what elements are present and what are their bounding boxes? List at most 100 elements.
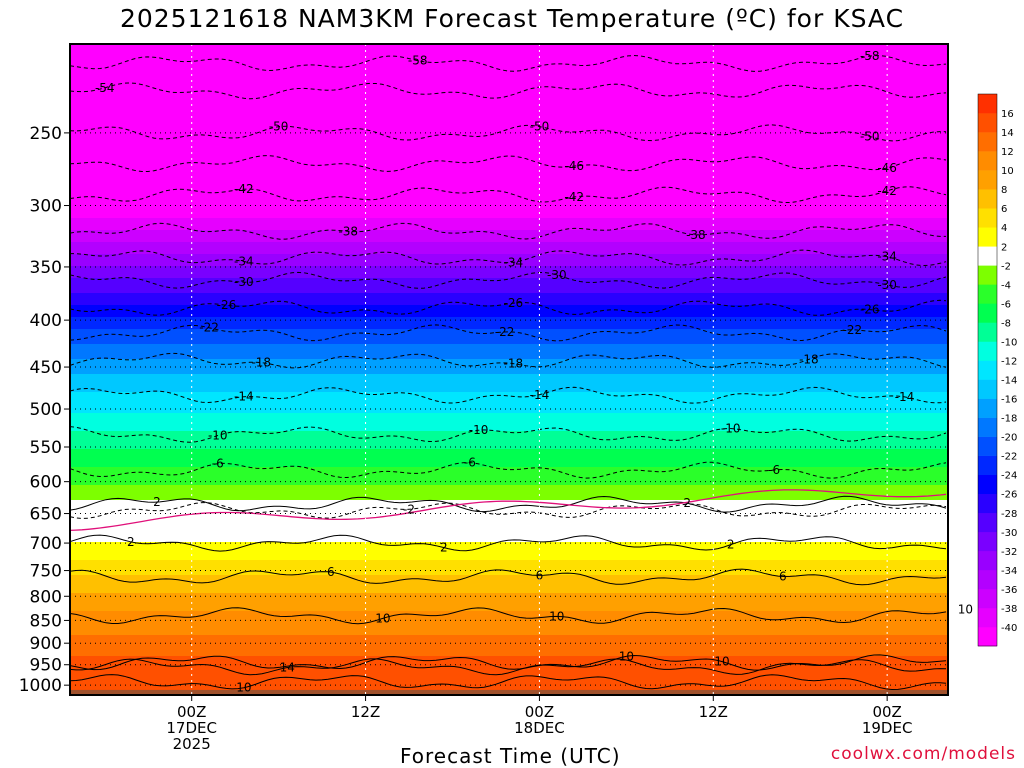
colorbar-swatch bbox=[978, 493, 997, 514]
y-tick-label: 350 bbox=[30, 258, 62, 278]
temperature-band bbox=[70, 233, 948, 237]
colorbar-label: -38 bbox=[1001, 604, 1017, 615]
colorbar-swatch bbox=[978, 398, 997, 418]
temperature-band bbox=[70, 635, 948, 639]
temperature-band bbox=[70, 182, 948, 186]
temperature-band bbox=[70, 572, 948, 576]
temperature-band bbox=[70, 335, 948, 339]
temperature-band bbox=[70, 113, 948, 117]
x-tick-label: 00Z bbox=[177, 703, 206, 721]
isotherm-line bbox=[70, 186, 947, 203]
temperature-band bbox=[70, 383, 948, 387]
contour-label: -10 bbox=[469, 423, 489, 437]
colorbar-label: -22 bbox=[1001, 452, 1017, 463]
isotherm-line bbox=[70, 534, 947, 552]
temperature-fill bbox=[70, 44, 948, 695]
temperature-band bbox=[70, 614, 948, 618]
x-tick-label: 17DEC bbox=[166, 719, 217, 737]
temperature-band bbox=[70, 620, 948, 624]
colorbar-swatch bbox=[978, 341, 997, 361]
contour-label: -26 bbox=[504, 296, 524, 310]
isotherm-line bbox=[70, 82, 947, 100]
contour-label: -34 bbox=[877, 250, 897, 264]
temperature-band bbox=[70, 209, 948, 213]
temperature-band bbox=[70, 353, 948, 357]
colorbar-label: -2 bbox=[1001, 261, 1011, 272]
y-tick-label: 650 bbox=[30, 505, 62, 525]
temperature-band bbox=[70, 605, 948, 609]
temperature-band bbox=[70, 89, 948, 93]
temperature-band bbox=[70, 185, 948, 189]
temperature-band bbox=[70, 587, 948, 591]
temperature-band bbox=[70, 287, 948, 291]
colorbar-swatch bbox=[978, 303, 997, 323]
colorbar-swatch bbox=[978, 246, 997, 266]
freezing-line bbox=[70, 489, 947, 532]
isotherm-line bbox=[70, 155, 947, 172]
colorbar-swatch bbox=[978, 322, 997, 342]
temperature-band bbox=[70, 242, 948, 246]
colorbar-label: 8 bbox=[1001, 185, 1007, 196]
contour-label: -10 bbox=[721, 422, 741, 436]
contour-label: -6 bbox=[464, 456, 476, 470]
temperature-band bbox=[70, 74, 948, 78]
contour-label: -18 bbox=[504, 357, 524, 371]
temperature-band bbox=[70, 365, 948, 369]
colorbar-swatch bbox=[978, 512, 997, 533]
temperature-band bbox=[70, 515, 948, 519]
y-tick-label: 750 bbox=[30, 562, 62, 582]
colorbar-label: 12 bbox=[1001, 147, 1014, 158]
temperature-band bbox=[70, 530, 948, 534]
contour-label: -54 bbox=[95, 81, 115, 95]
temperature-band bbox=[70, 416, 948, 420]
temperature-band bbox=[70, 194, 948, 198]
temperature-band bbox=[70, 485, 948, 489]
temperature-band bbox=[70, 344, 948, 348]
temperature-band bbox=[70, 386, 948, 390]
colorbar-swatch bbox=[978, 170, 997, 190]
contour-label: -14 bbox=[234, 390, 254, 404]
contour-label: 2 bbox=[727, 538, 735, 552]
temperature-band bbox=[70, 128, 948, 132]
temperature-band bbox=[70, 347, 948, 351]
x-axis-label: Forecast Time (UTC) bbox=[400, 744, 621, 768]
temperature-band bbox=[70, 308, 948, 312]
colorbar-label: 10 bbox=[1001, 166, 1014, 177]
colorbar-label: -18 bbox=[1001, 414, 1017, 425]
temperature-band bbox=[70, 458, 948, 462]
contour-label: -38 bbox=[338, 224, 358, 238]
y-tick-label: 950 bbox=[30, 656, 62, 676]
temperature-band bbox=[70, 548, 948, 552]
x-tick-label: 2025 bbox=[173, 735, 211, 753]
temperature-band bbox=[70, 296, 948, 300]
temperature-band bbox=[70, 431, 948, 435]
y-tick-label: 900 bbox=[30, 634, 62, 654]
temperature-band bbox=[70, 398, 948, 402]
temperature-band bbox=[70, 47, 948, 51]
temperature-band bbox=[70, 176, 948, 180]
temperature-band bbox=[70, 107, 948, 111]
contour-label: -50 bbox=[530, 120, 550, 134]
temperature-band bbox=[70, 464, 948, 468]
y-tick-label: 850 bbox=[30, 611, 62, 631]
colorbar-label: -10 bbox=[1001, 337, 1017, 348]
credit-link[interactable]: coolwx.com/models bbox=[830, 744, 1016, 764]
colorbar-swatch bbox=[978, 265, 997, 285]
contour-label: 2 bbox=[153, 495, 161, 509]
temperature-band bbox=[70, 677, 948, 681]
temperature-band bbox=[70, 626, 948, 630]
temperature-band bbox=[70, 542, 948, 546]
temperature-band bbox=[70, 434, 948, 438]
temperature-band bbox=[70, 293, 948, 297]
colorbar-swatch bbox=[978, 588, 997, 609]
temperature-band bbox=[70, 311, 948, 315]
temperature-band bbox=[70, 197, 948, 201]
temperature-band bbox=[70, 512, 948, 516]
temperature-band bbox=[70, 260, 948, 264]
temperature-band bbox=[70, 203, 948, 207]
x-tick-label: 19DEC bbox=[862, 719, 913, 737]
temperature-band bbox=[70, 638, 948, 642]
temperature-band bbox=[70, 59, 948, 63]
temperature-band bbox=[70, 95, 948, 99]
